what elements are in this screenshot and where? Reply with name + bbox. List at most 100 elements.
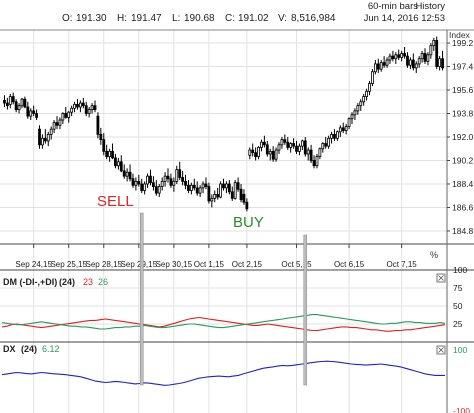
candle-body (236, 182, 240, 190)
candle-body (406, 55, 409, 66)
candle-body (411, 59, 415, 69)
candle-body (99, 133, 103, 141)
candle (81, 97, 85, 109)
candle (344, 123, 348, 135)
candle-body (388, 55, 392, 61)
candle (371, 69, 374, 87)
candle (64, 106, 68, 119)
candle-body (175, 169, 179, 182)
x-tick-label: Oct 5,15 (281, 260, 312, 269)
candle (105, 144, 109, 160)
candle-body (409, 59, 412, 66)
candle-body (379, 62, 383, 70)
candle-body (163, 175, 167, 182)
candle-body (108, 150, 111, 157)
candle-body (295, 145, 298, 152)
index-label: Index (449, 30, 471, 40)
price-panel (3, 36, 444, 212)
candle-body (414, 63, 418, 69)
candle (207, 182, 211, 204)
candle (336, 130, 339, 141)
dx-y-tick-label: 100 (453, 345, 467, 355)
candle-body (336, 131, 339, 139)
candle-body (432, 40, 436, 47)
candle-body (49, 128, 53, 135)
candle-body (187, 184, 190, 191)
candle (187, 180, 190, 194)
candle-body (423, 53, 427, 62)
candle-body (333, 133, 336, 139)
x-tick-label: Sep 25,15 (50, 260, 87, 269)
dm-y-tick-label: 50 (453, 301, 463, 311)
candle-body (347, 118, 351, 127)
candle-body (417, 58, 421, 65)
candle (128, 164, 132, 182)
ohlc-close-value: 191.02 (238, 13, 269, 24)
candle (93, 100, 97, 113)
candle-body (149, 175, 152, 184)
dm-series-line (1, 316, 446, 332)
y-tick-label: 186.6 (452, 202, 474, 212)
candle-body (114, 157, 117, 167)
candle (300, 139, 304, 151)
candle (111, 143, 114, 160)
candle-body (274, 149, 278, 160)
candle (227, 180, 231, 195)
candle-body (286, 141, 290, 148)
candle-body (298, 145, 301, 152)
candle (67, 110, 71, 123)
x-tick-label: Sep 28,15 (86, 260, 123, 269)
candle (119, 155, 123, 173)
ohlc-close-label: C: (225, 13, 235, 24)
dx-panel-title: DX (3, 344, 16, 354)
candle-body (303, 140, 307, 155)
candle (248, 147, 252, 160)
candle-body (359, 101, 363, 107)
candle-body (289, 143, 293, 148)
candle-body (356, 105, 360, 112)
candle (222, 178, 225, 191)
candle-body (315, 156, 319, 167)
candle (432, 37, 436, 51)
candle (78, 100, 82, 113)
candle (271, 146, 275, 162)
candle-body (102, 139, 106, 152)
candle-body (3, 100, 6, 104)
y-tick-label: 197.4 (452, 62, 474, 72)
candle (414, 61, 418, 74)
candle (420, 50, 424, 63)
candle-body (438, 58, 442, 67)
candle-body (344, 126, 348, 131)
candle-body (397, 54, 401, 58)
candle (20, 97, 24, 109)
candle (35, 109, 38, 121)
candle (350, 112, 354, 124)
candle-body (251, 149, 255, 154)
candle (388, 53, 392, 64)
candle (417, 56, 421, 68)
candle (292, 138, 295, 149)
candle-body (239, 188, 243, 201)
candle-body (105, 150, 109, 157)
candle (3, 95, 6, 107)
candle (265, 140, 269, 157)
candle (160, 177, 164, 191)
candle (46, 131, 50, 147)
candle (365, 88, 369, 101)
candle (321, 142, 325, 153)
candle (137, 174, 141, 187)
candle (441, 50, 444, 71)
dx-panel-period: (24) (21, 344, 37, 354)
candle (195, 181, 199, 196)
candle (26, 101, 30, 119)
candle-body (225, 183, 228, 189)
candle (438, 56, 442, 71)
candle-body (321, 143, 325, 150)
candle-body (271, 150, 275, 160)
candle (233, 180, 237, 200)
candle (236, 177, 240, 192)
grid-layer (0, 30, 447, 413)
ohlc-volume-value: 8,516,984 (291, 13, 336, 24)
